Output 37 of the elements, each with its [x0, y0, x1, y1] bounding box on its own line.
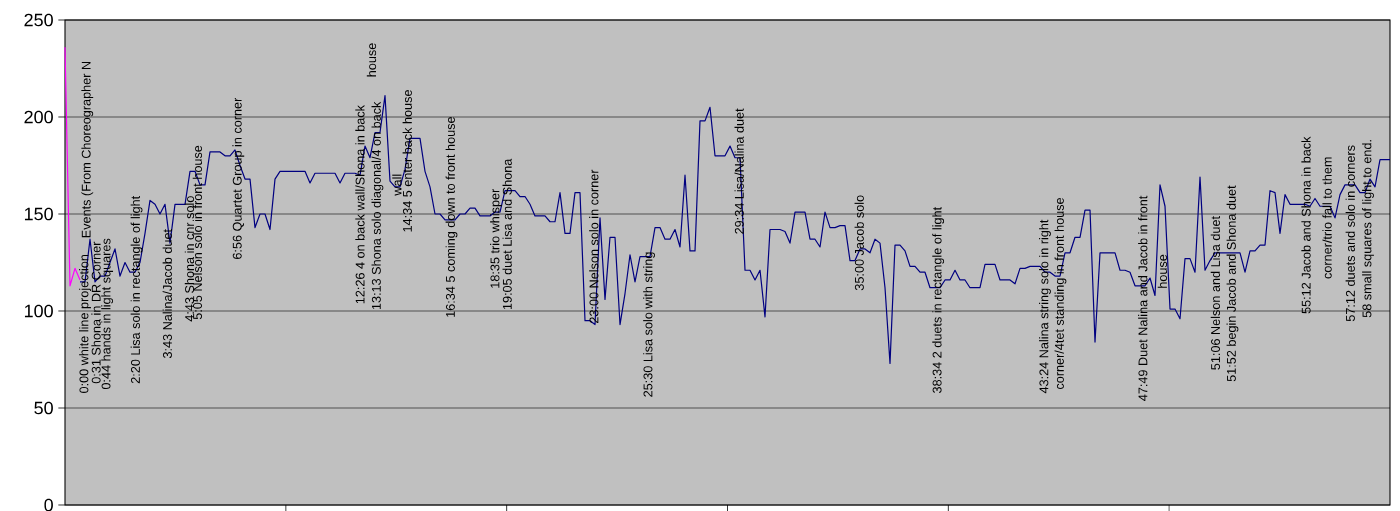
line-series [64, 46, 81, 287]
annotation: 25:30 Lisa solo with string [643, 252, 655, 397]
y-tick-label: 150 [24, 207, 53, 221]
annotation: 55:12 Jacob and Shona in back [1301, 136, 1311, 314]
annotation: 47:49 Duet Nalina and Jacob in front [1138, 195, 1148, 401]
annotation: 14:34 5 enter back house [402, 90, 412, 232]
annotation: 57:12 duets and solo in corners [1345, 145, 1355, 322]
annotation: 35:00 Jacob solo [854, 195, 864, 291]
annotation: corner/trio fall to them [1322, 157, 1332, 279]
annotation: 0:00 white line projection [79, 254, 91, 393]
annotation: 51:06 Nelson and Lisa duet [1210, 216, 1221, 370]
annotation: house [1157, 254, 1168, 288]
annotation: house [366, 43, 377, 77]
annotation: 19:05 duet Lisa and Shona [502, 158, 512, 310]
annotation: 23:00 Nelson solo in corner [589, 169, 599, 324]
annotation: 3:43 Nalina/Jacob duet [162, 229, 172, 359]
annotation: 2:20 Lisa solo in rectangle of light [130, 195, 143, 384]
annotation: 29:34 Lisa/Nalina duet [734, 108, 744, 234]
annotation: 43:24 Nalina string solo in right [1039, 219, 1051, 394]
y-tick-label: 0 [44, 498, 53, 511]
annotation: 6:56 Quartet Group in corner [232, 97, 245, 259]
annotation: 0:44 hands in light squares [101, 238, 114, 390]
annotation: 13:13 Shona solo diagonal/4 on back [371, 101, 384, 310]
annotation: 12:26 4 on back wall/Shona in back [355, 104, 365, 304]
annotation: 0:31 Shona in DR Corner [91, 241, 101, 384]
annotation: 51:52 begin Jacob and Shona duet [1226, 185, 1239, 382]
annotation: 16:34 5 coming down to front house [445, 117, 458, 317]
annotation: 18:35 trio whisper [490, 188, 502, 288]
annotation: 58 small squares of light to end. [1362, 140, 1374, 318]
annotation: Events (From Choreographer N [81, 61, 94, 238]
annotation: wall [392, 174, 402, 196]
y-tick-label: 100 [24, 304, 53, 318]
annotation: corner/4tet standing in front house [1054, 197, 1067, 390]
y-tick-label: 200 [24, 110, 53, 124]
y-tick-label: 250 [24, 13, 53, 27]
y-tick-label: 50 [34, 401, 53, 415]
annotation: 38:34 2 duets in rectangle of light [932, 207, 945, 394]
